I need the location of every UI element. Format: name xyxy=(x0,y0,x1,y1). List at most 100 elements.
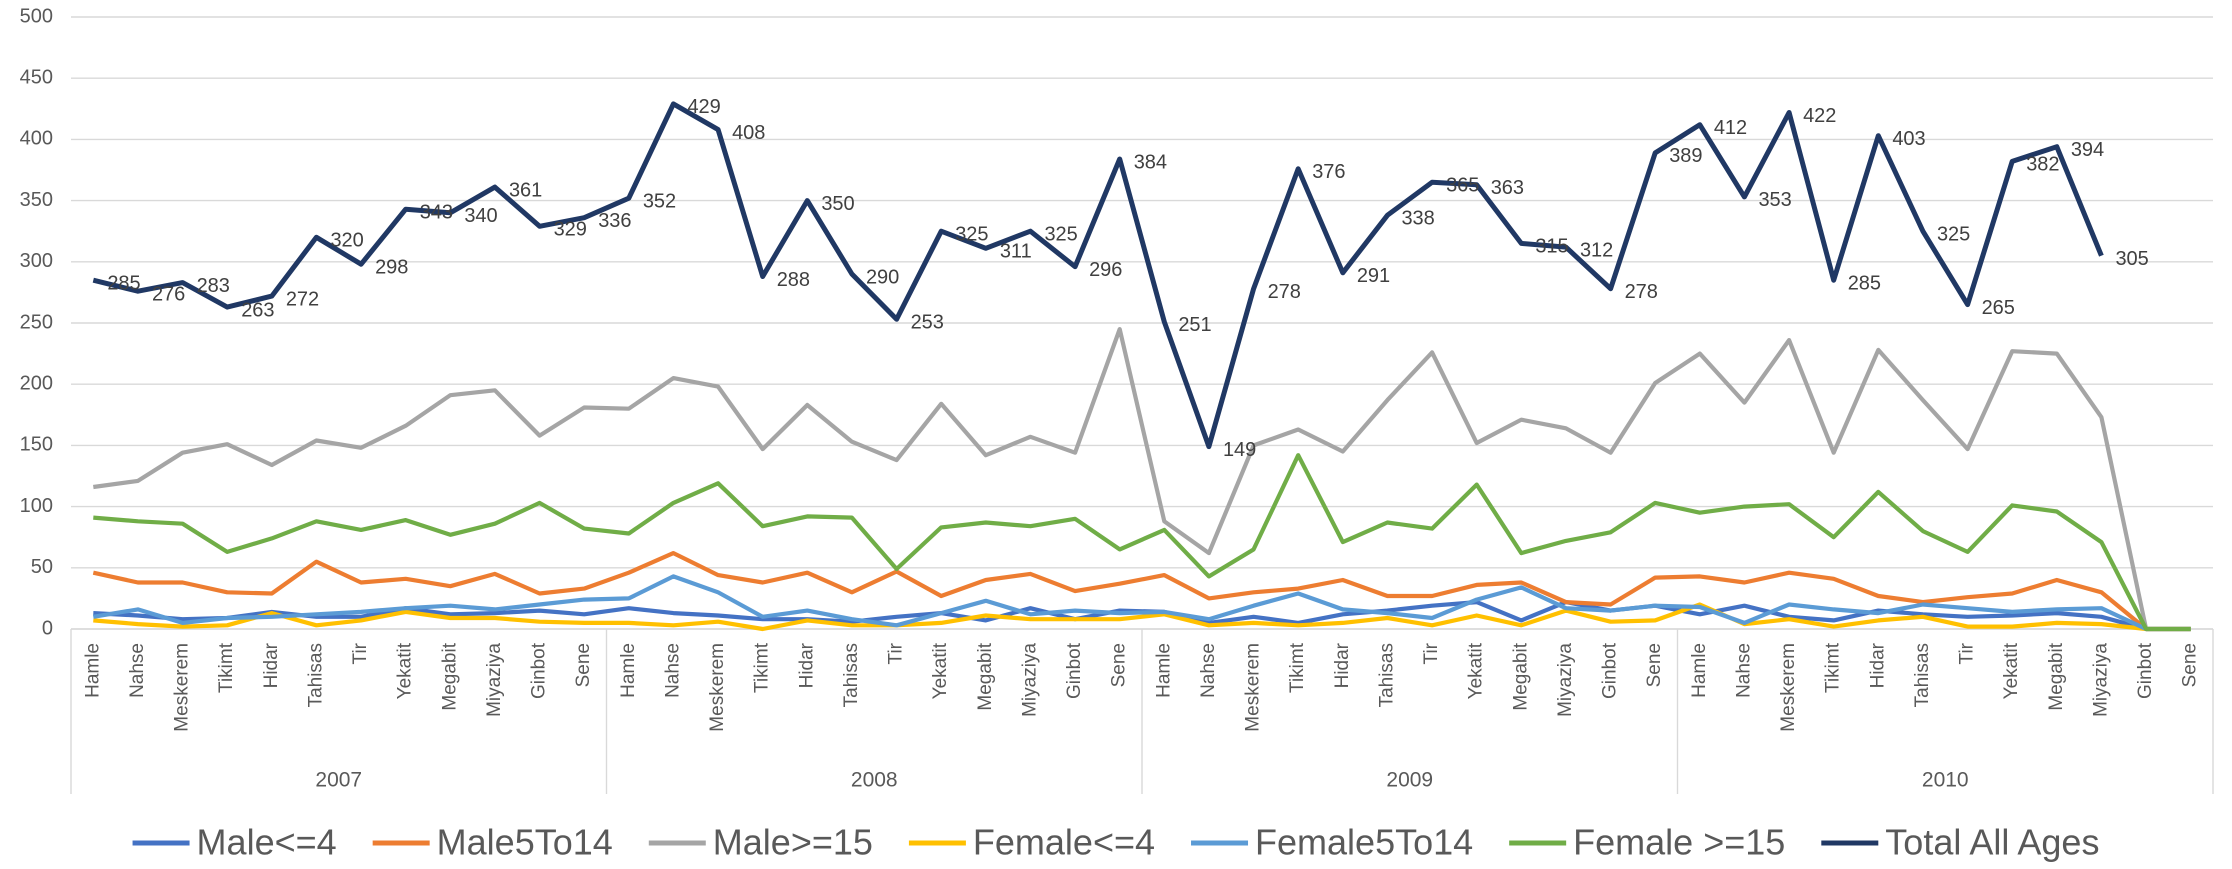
legend-label: Total All Ages xyxy=(1885,822,2099,863)
x-tick-label: Tahisas xyxy=(1912,643,1933,707)
x-tick-label: Miyaziya xyxy=(484,643,505,717)
x-tick-label: Tikimt xyxy=(216,642,237,693)
y-tick-label: 450 xyxy=(20,66,53,88)
data-label: 253 xyxy=(911,312,944,334)
legend-label: Female<=4 xyxy=(973,822,1155,863)
series-line xyxy=(92,101,2104,450)
data-label: 352 xyxy=(643,190,676,212)
data-label: 251 xyxy=(1178,314,1211,336)
group-label: 2009 xyxy=(1386,769,1433,792)
data-label: 403 xyxy=(1892,128,1925,150)
data-label: 311 xyxy=(1000,241,1032,263)
data-label: 340 xyxy=(464,205,497,227)
legend-item: Male<=4 xyxy=(132,822,337,863)
x-tick-label: Miyaziya xyxy=(1555,643,1576,717)
x-tick-label: Nahse xyxy=(1198,643,1219,698)
data-label: 363 xyxy=(1491,177,1524,199)
legend-item: Total All Ages xyxy=(1821,822,2099,863)
data-label: 376 xyxy=(1312,161,1345,183)
x-tick-label: Ginbot xyxy=(2135,642,2156,699)
data-label: 325 xyxy=(955,223,988,245)
x-tick-label: Tir xyxy=(1957,642,1978,664)
y-tick-label: 400 xyxy=(20,128,53,150)
data-label: 291 xyxy=(1357,265,1390,287)
x-tick-label: Megabit xyxy=(2046,642,2067,710)
x-tick-label: Hidar xyxy=(796,642,817,688)
x-tick-label: Tikimt xyxy=(1287,642,1308,693)
x-tick-label: Nahse xyxy=(662,643,683,698)
x-tick-label: Yekatit xyxy=(1466,642,1487,699)
x-tick-label: Megabit xyxy=(439,642,460,710)
legend-item: Female5To14 xyxy=(1191,822,1473,863)
x-tick-label: Yekatit xyxy=(2001,642,2022,699)
y-tick-label: 0 xyxy=(42,617,53,639)
x-tick-label: Miyaziya xyxy=(1019,643,1040,717)
legend-item: Male5To14 xyxy=(372,822,613,863)
x-tick-label: Sene xyxy=(2180,643,2201,687)
x-tick-label: Tikimt xyxy=(1823,642,1844,693)
x-tick-label: Tahisas xyxy=(841,643,862,707)
x-tick-label: Tahisas xyxy=(305,643,326,707)
x-tick-label: Ginbot xyxy=(529,642,550,699)
data-label: 429 xyxy=(687,96,720,118)
data-label: 298 xyxy=(375,257,408,279)
data-label: 283 xyxy=(197,275,230,297)
series-line xyxy=(93,327,2191,632)
x-tick-label: Tahisas xyxy=(1376,643,1397,707)
group-label: 2008 xyxy=(851,769,898,792)
x-tick-label: Hamle xyxy=(618,643,639,698)
data-label: 329 xyxy=(554,219,587,241)
legend-label: Female5To14 xyxy=(1255,822,1473,863)
x-tick-label: Meskerem xyxy=(1243,643,1264,732)
x-tick-label: Sene xyxy=(1644,643,1665,687)
series-line xyxy=(92,574,2191,632)
x-tick-label: Tir xyxy=(350,642,371,664)
x-tick-label: Tir xyxy=(886,642,907,664)
y-tick-label: 300 xyxy=(20,250,53,272)
legend-item: Female >=15 xyxy=(1509,822,1785,863)
data-label: 382 xyxy=(2026,154,2059,176)
data-label: 338 xyxy=(1401,208,1434,230)
data-label: 278 xyxy=(1268,281,1301,303)
data-label: 285 xyxy=(107,272,140,294)
x-tick-label: Tikimt xyxy=(752,642,773,693)
data-label: 336 xyxy=(598,210,631,232)
x-tick-label: Hidar xyxy=(261,642,282,688)
data-label: 285 xyxy=(1848,272,1881,294)
x-tick-label: Yekatit xyxy=(930,642,951,699)
legend: Male<=4 Male5To14 Male>=15 Female<=4 Female5… xyxy=(132,822,2099,863)
x-tick-label: Nahse xyxy=(1733,643,1754,698)
x-tick-label: Meskerem xyxy=(1778,643,1799,732)
data-label: 422 xyxy=(1803,105,1836,127)
data-label: 288 xyxy=(777,269,810,291)
x-tick-label: Hamle xyxy=(1689,643,1710,698)
legend-label: Male5To14 xyxy=(437,822,613,863)
legend-item: Male>=15 xyxy=(648,822,873,863)
series-line xyxy=(93,602,2191,632)
x-tick-label: Yekatit xyxy=(395,642,416,699)
group-label: 2010 xyxy=(1922,769,1969,792)
x-tick-label: Ginbot xyxy=(1600,642,1621,699)
x-tick-label: Sene xyxy=(573,643,594,687)
series-line xyxy=(92,551,2191,632)
x-tick-label: Hamle xyxy=(1153,643,1174,698)
group-label: 2007 xyxy=(315,769,362,792)
data-label: 276 xyxy=(152,283,185,305)
y-tick-label: 500 xyxy=(20,5,53,27)
y-tick-label: 350 xyxy=(20,189,53,211)
data-label: 365 xyxy=(1446,175,1479,197)
data-label: 350 xyxy=(821,193,854,215)
data-label: 263 xyxy=(241,299,274,321)
data-label: 394 xyxy=(2071,139,2104,161)
data-label: 149 xyxy=(1223,439,1256,461)
y-tick-label: 200 xyxy=(20,372,53,394)
data-label: 389 xyxy=(1669,145,1702,167)
x-tick-label: Sene xyxy=(1109,643,1130,687)
data-label: 265 xyxy=(1982,297,2015,319)
legend-label: Female >=15 xyxy=(1573,822,1785,863)
data-label: 305 xyxy=(2115,248,2148,270)
x-tick-label: Meskerem xyxy=(707,643,728,732)
data-label: 412 xyxy=(1714,117,1747,139)
data-label: 408 xyxy=(732,122,765,144)
